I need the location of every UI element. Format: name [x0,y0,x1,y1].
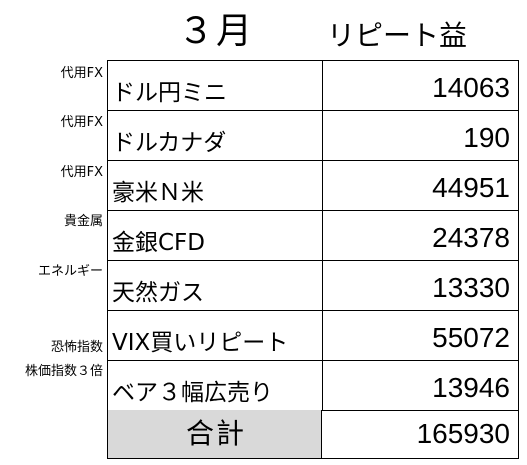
profit-value: 44951 [432,172,510,203]
table-row: ドル円ミニ 14063 [108,61,518,111]
total-row: 合計 165930 [108,410,518,458]
instrument-name: ドル円ミニ [112,80,227,106]
profit-value: 13330 [432,272,510,303]
category-label: 代用FX [60,66,103,81]
profit-value: 55072 [432,322,510,353]
instrument-name: 金銀CFD [112,230,205,256]
category-label: 恐怖指数 [50,340,103,355]
instrument-name: 天然ガス [112,280,204,306]
instrument-name: ベア３幅広売り [112,380,273,406]
table-row: 金銀CFD 24378 [108,211,518,261]
instrument-name: VIX買いリピート [112,330,289,356]
table-row: ドルカナダ 190 [108,111,518,161]
profit-value: 24378 [432,222,510,253]
table-row: 天然ガス 13330 [108,261,518,311]
profit-value: 14063 [432,72,510,103]
category-label: 代用FX [60,115,103,130]
instrument-name: 豪米Ｎ米 [112,180,204,206]
table-row: ベア３幅広売り 13946 [108,361,518,411]
total-value: 165930 [416,418,510,449]
repeat-profit-title: リピート益 [327,19,468,52]
profit-value: 190 [463,122,510,153]
table-row: 豪米Ｎ米 44951 [108,161,518,211]
category-label: 株価指数３倍 [24,364,103,379]
column-divider [322,61,323,410]
profit-table: ドル円ミニ 14063 ドルカナダ 190 豪米Ｎ米 44951 金銀CFD 2… [107,60,519,459]
category-label: 代用FX [60,165,103,180]
month-title: ３月 [178,11,255,52]
total-label-cell: 合計 [108,410,322,458]
category-label: 貴金属 [63,214,103,229]
instrument-name: ドルカナダ [112,130,227,156]
profit-value: 13946 [432,372,510,403]
table-row: VIX買いリピート 55072 [108,311,518,361]
category-label: エネルギー [37,264,103,279]
total-label: 合計 [186,417,247,450]
